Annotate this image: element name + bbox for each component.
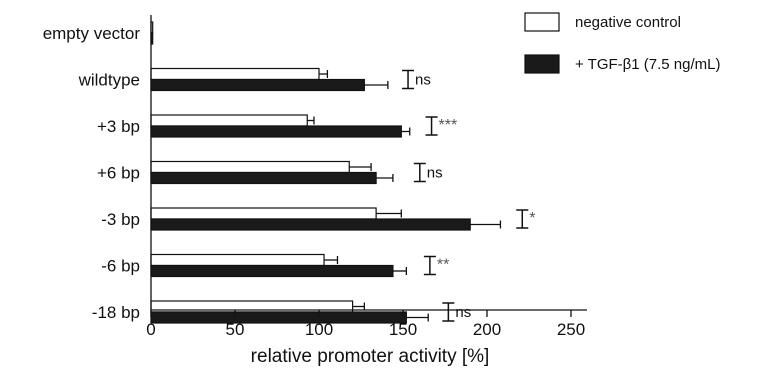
bar-6-bp-tgf-beta1 — [150, 171, 377, 185]
significance-group: ns***ns***ns — [402, 69, 536, 322]
category-label-empty-vector: empty vector — [43, 24, 141, 43]
bar-3-bp-tgf-beta1 — [150, 218, 471, 231]
legend-swatch-negative-control — [524, 12, 560, 32]
x-tick-label-100: 100 — [305, 320, 333, 339]
bar-3-bp-negative-control — [150, 114, 308, 127]
sig-label-3-bp: * — [529, 210, 535, 227]
bar-wildtype-negative-control — [150, 67, 320, 81]
x-tick-label-0: 0 — [146, 320, 155, 339]
x-tick-label-200: 200 — [473, 320, 501, 339]
x-tick-label-50: 50 — [226, 320, 245, 339]
bar-wildtype-tgf-beta1 — [150, 78, 365, 92]
sig-label-wildtype: ns — [415, 72, 431, 89]
bar-3-bp-tgf-beta1 — [150, 125, 402, 138]
bars-group — [150, 21, 502, 324]
x-tick-label-250: 250 — [557, 320, 585, 339]
bar-3-bp-negative-control — [150, 207, 377, 220]
category-label-wildtype: wildtype — [78, 71, 140, 90]
legend-label-negative-control: negative control — [575, 14, 681, 31]
category-labels: empty vector wildtype +3 bp +6 bp -3 bp -6 bp… — [43, 24, 141, 322]
bar-6-bp-negative-control — [150, 160, 350, 174]
category-label-18-bp: -18 bp — [92, 303, 140, 322]
category-label-3-bp: +3 bp — [97, 117, 140, 136]
sig-label-3-bp: *** — [439, 117, 458, 134]
sig-label-18-bp: ns — [455, 304, 471, 321]
x-axis: 0 50 100 150 200 250 — [146, 309, 587, 339]
legend-swatch-tgf-beta1 — [524, 54, 560, 74]
sig-label-6-bp: ns — [427, 165, 443, 182]
bar-18-bp-tgf-beta1 — [150, 311, 407, 324]
legend-label-tgf-beta1: + TGF-β1 (7.5 ng/mL) — [575, 56, 720, 73]
x-axis-title: relative promoter activity [%] — [251, 346, 490, 367]
sig-label-6-bp: ** — [437, 257, 449, 274]
category-label-3-bp: -3 bp — [101, 210, 140, 229]
x-tick-label-150: 150 — [389, 320, 417, 339]
bar-6-bp-negative-control — [150, 253, 325, 267]
legend: negative control + TGF-β1 (7.5 ng/mL) — [524, 12, 720, 74]
category-label-6-bp: -6 bp — [101, 257, 140, 276]
category-label-6-bp: +6 bp — [97, 164, 140, 183]
bar-6-bp-tgf-beta1 — [150, 264, 394, 278]
